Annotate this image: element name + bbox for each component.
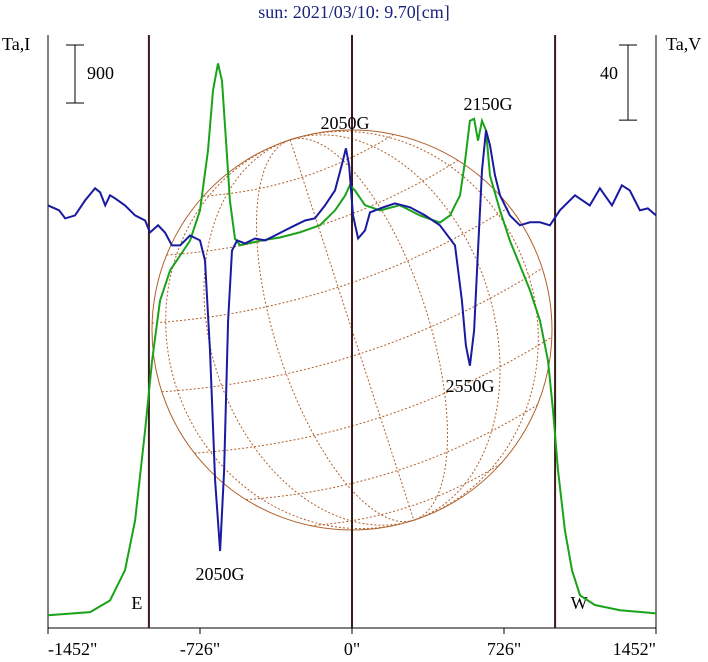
parallel	[245, 404, 538, 501]
parallel	[203, 133, 394, 197]
scale-label: 40	[600, 63, 618, 83]
y2-axis-label: Ta,V	[666, 34, 701, 54]
annotation: 2550G	[446, 376, 495, 396]
annotation: 2050G	[321, 113, 370, 133]
annotation: 2050G	[196, 564, 245, 584]
parallel	[161, 267, 543, 393]
limb-label: E	[131, 593, 142, 613]
x-tick-label: 726"	[487, 639, 521, 659]
meridian	[165, 130, 539, 530]
y-axis-label: Ta,I	[2, 34, 30, 54]
parallel	[194, 336, 553, 454]
x-tick-label: -1452"	[48, 639, 97, 659]
annotation: 2150G	[464, 94, 513, 114]
x-tick-label: 0"	[344, 639, 360, 659]
parallel	[166, 159, 459, 256]
parallel	[310, 463, 501, 527]
meridian	[203, 134, 501, 526]
x-tick-label: 1452"	[613, 639, 656, 659]
scale-label: 900	[87, 63, 114, 83]
chart-title: sun: 2021/03/10: 9.70[cm]	[258, 2, 450, 22]
parallel	[152, 206, 510, 324]
x-tick-label: -726"	[180, 639, 220, 659]
series-line	[47, 130, 657, 552]
series-line	[47, 63, 657, 617]
limb-label: W	[571, 593, 588, 613]
